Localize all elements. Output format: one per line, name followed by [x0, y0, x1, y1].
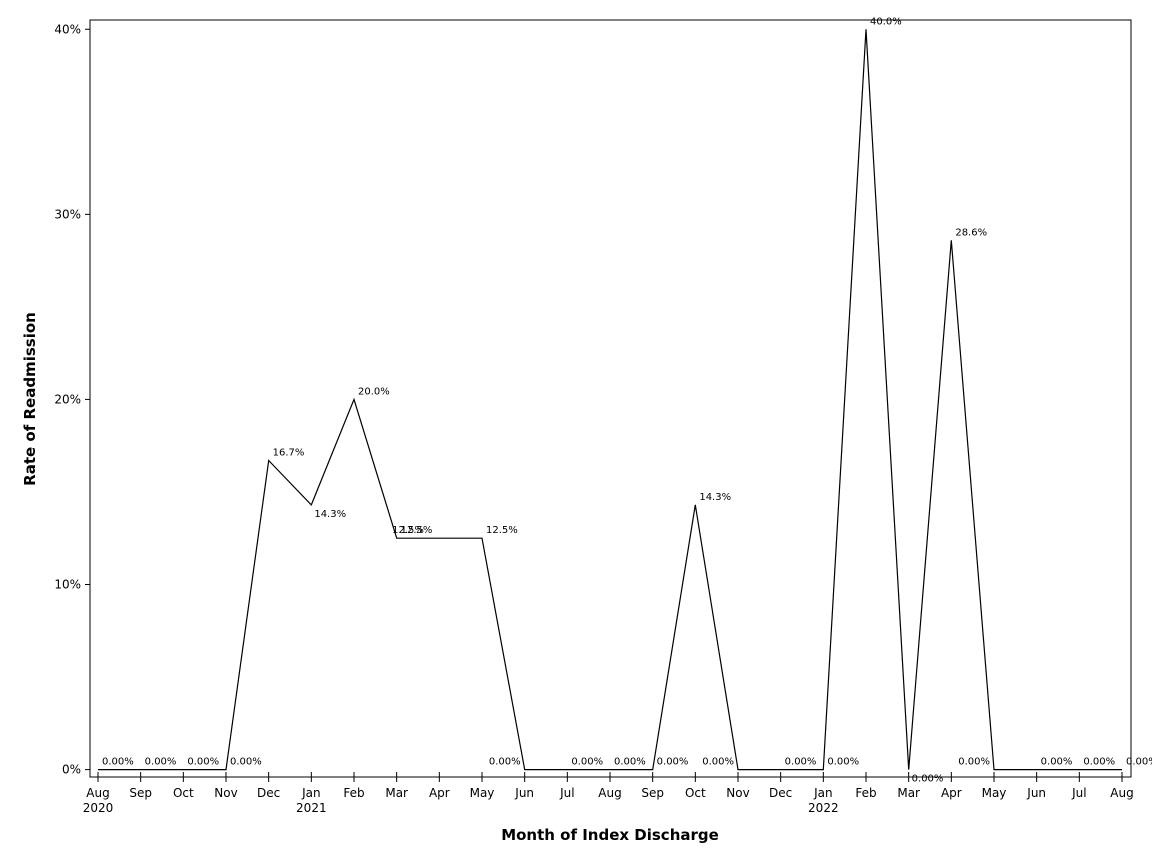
data-label: 28.6% [955, 227, 987, 238]
x-tick-label: May [982, 786, 1007, 800]
data-label: 12.5% [486, 525, 518, 536]
x-tick-label: Mar [897, 786, 920, 800]
data-label: 0.00% [571, 757, 603, 768]
x-tick-label: Jun [1026, 786, 1046, 800]
x-tick-label: Feb [855, 786, 876, 800]
y-axis-title: Rate of Readmission [21, 312, 39, 486]
data-label: 0.00% [785, 757, 817, 768]
data-label: 0.00% [912, 774, 944, 785]
y-tick-label: 30% [54, 207, 81, 221]
x-tick-label: Oct [685, 786, 706, 800]
data-label: 0.00% [958, 757, 990, 768]
data-label: 12.5% [401, 525, 433, 536]
data-label: 0.00% [489, 757, 521, 768]
data-label: 0.00% [1083, 757, 1115, 768]
x-tick-label: Aug [1110, 786, 1133, 800]
data-label: 0.00% [702, 757, 734, 768]
data-label: 16.7% [273, 448, 305, 459]
x-tick-label: Aug [86, 786, 109, 800]
x-tick-label: Aug [598, 786, 621, 800]
series-group [98, 29, 1122, 771]
data-label: 20.0% [358, 386, 390, 397]
x-tick-label: May [470, 786, 495, 800]
x-tick-label: Jul [559, 786, 574, 800]
x-tick-label: Dec [257, 786, 280, 800]
y-axis: 0% 10% 20% 30% 40% [54, 22, 90, 777]
data-label: 0.00% [614, 757, 646, 768]
y-tick-label: 10% [54, 578, 81, 592]
x-tick-label: Nov [214, 786, 237, 800]
x-tick-year-label: 2021 [296, 801, 327, 815]
data-label: 0.00% [102, 757, 134, 768]
x-tick-label: Mar [385, 786, 408, 800]
x-tick-label: Jan [301, 786, 321, 800]
data-label: 14.3% [699, 492, 731, 503]
data-label: 0.00% [230, 757, 262, 768]
y-tick-label: 40% [54, 22, 81, 36]
x-tick-label: Oct [173, 786, 194, 800]
data-label: 14.3% [314, 509, 346, 520]
data-label: 40.0% [870, 16, 902, 27]
data-label: 12.5% [392, 525, 424, 536]
x-tick-year-label: 2022 [808, 801, 839, 815]
data-label: 0.00% [187, 757, 219, 768]
x-tick-label: Apr [429, 786, 450, 800]
plot-frame [89, 19, 1132, 778]
series-line [98, 29, 1122, 771]
data-label: 0.00% [145, 757, 177, 768]
x-tick-year-label: 2020 [83, 801, 114, 815]
y-tick-label: 20% [54, 392, 81, 406]
data-labels-group: 0.00% 0.00% 0.00% 0.00% 16.7% 14.3% 20.0% 12.5%… [102, 16, 1152, 784]
x-tick-label: Jan [813, 786, 833, 800]
x-tick-label: Dec [769, 786, 792, 800]
data-label: 0.00% [1041, 757, 1073, 768]
x-axis-title: Month of Index Discharge [501, 826, 719, 844]
x-tick-label: Jul [1071, 786, 1086, 800]
data-label: 0.00% [827, 757, 859, 768]
x-tick-label: Sep [129, 786, 152, 800]
x-tick-label: Sep [641, 786, 664, 800]
y-tick-label: 0% [62, 763, 81, 777]
data-label: 0.00% [657, 757, 689, 768]
x-tick-label: Nov [726, 786, 749, 800]
data-label: 0.00% [1126, 757, 1152, 768]
x-tick-label: Feb [343, 786, 364, 800]
x-tick-label: Jun [514, 786, 534, 800]
x-tick-label: Apr [941, 786, 962, 800]
